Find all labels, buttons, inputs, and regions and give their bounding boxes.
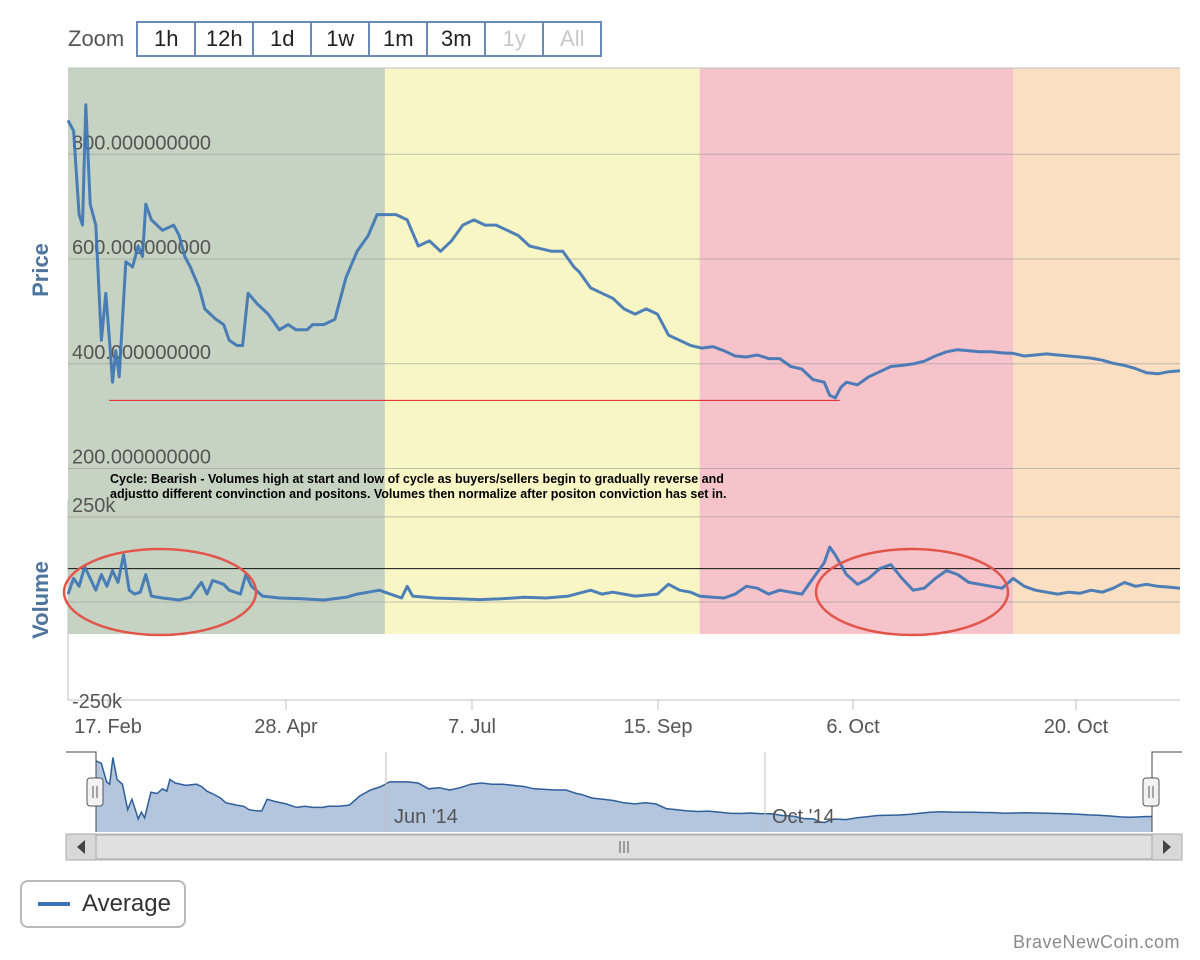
scrollbar-right-button[interactable] xyxy=(1151,833,1183,861)
x-axis-tick-label: 20. Oct xyxy=(1044,716,1109,738)
x-axis-tick-label: 15. Sep xyxy=(624,716,693,738)
zoom-button-1d[interactable]: 1d xyxy=(252,21,313,57)
navigator-handle-left[interactable] xyxy=(86,777,104,807)
volume-tick-label: -250k xyxy=(72,691,123,713)
x-axis-tick-label: 28. Apr xyxy=(254,716,318,738)
volume-series-line xyxy=(66,545,1181,602)
credit-text: BraveNewCoin.com xyxy=(1012,932,1180,952)
navigator-line xyxy=(95,757,1153,824)
annotation-text-line-2: adjustto different convinction and posit… xyxy=(110,487,727,501)
annotation-ellipse-left xyxy=(62,547,258,637)
volume-tick-label: 250k xyxy=(72,495,116,517)
zoom-button-all: All xyxy=(542,21,603,57)
price-tick-label: 400.000000000 xyxy=(72,342,211,364)
navigator-label: Jun '14 xyxy=(394,806,458,828)
price-tick-label: 800.000000000 xyxy=(72,132,211,154)
legend-label: Average xyxy=(82,890,171,917)
annotation-text-line-1: Cycle: Bearish - Volumes high at start a… xyxy=(110,472,724,486)
annotation-ellipse-right xyxy=(814,547,1010,637)
volume-axis-title: Volume xyxy=(28,561,53,639)
scroll-right-arrow-icon xyxy=(1163,840,1171,854)
scroll-left-arrow-icon xyxy=(77,840,85,854)
price-volume-chart: 200.000000000 400.000000000 600.000000000 8… xyxy=(28,67,1183,861)
zoom-button-1m[interactable]: 1m xyxy=(368,21,429,57)
zoom-button-1h[interactable]: 1h xyxy=(136,21,197,57)
navigator-label: Oct '14 xyxy=(772,806,835,828)
price-series-line xyxy=(66,103,1181,400)
zoom-button-1w[interactable]: 1w xyxy=(310,21,371,57)
zoom-label: Zoom xyxy=(68,26,125,51)
navigator-handle-right[interactable] xyxy=(1142,777,1160,807)
price-tick-label: 600.000000000 xyxy=(72,237,211,259)
x-axis-tick-label: 6. Oct xyxy=(826,716,880,738)
legend-swatch xyxy=(38,902,70,906)
navigator-area xyxy=(96,757,1152,832)
cycle-band-3 xyxy=(1013,68,1180,634)
zoom-bar: Zoom 1h 12h 1d 1w 1m 3m 1y All xyxy=(68,21,603,57)
legend-item-average[interactable]: Average xyxy=(20,880,186,928)
cycle-band-1 xyxy=(384,68,700,634)
x-axis-tick-label: 17. Feb xyxy=(74,716,142,738)
zoom-button-3m[interactable]: 3m xyxy=(426,21,487,57)
price-tick-label: 200.000000000 xyxy=(72,446,211,468)
price-axis-title: Price xyxy=(28,243,53,297)
x-axis-tick-label: 7. Jul xyxy=(448,716,496,738)
